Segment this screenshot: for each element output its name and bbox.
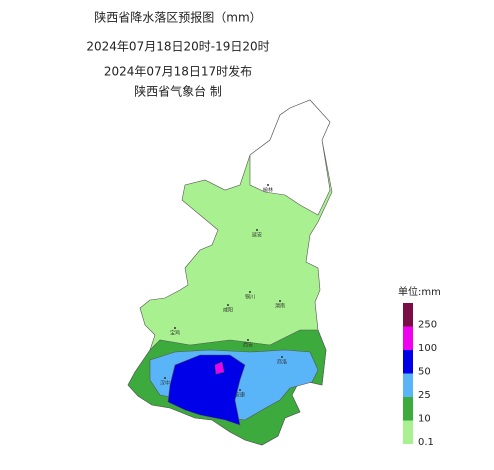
- city-dot: [256, 229, 258, 231]
- legend-label: 10: [418, 414, 431, 425]
- legend-swatch: [403, 420, 413, 444]
- legend: 250 100 50 25 10 0.1: [403, 303, 437, 448]
- issue-time: 2024年07月18日17时发布: [104, 64, 252, 79]
- region-magenta: [214, 361, 225, 375]
- legend-label: 25: [418, 390, 431, 401]
- city-dot: [227, 304, 229, 306]
- city-dot: [249, 291, 251, 293]
- city-dot: [267, 184, 269, 186]
- issuer: 陕西省气象台 制: [134, 84, 222, 99]
- legend-label: 250: [418, 320, 437, 331]
- legend-label: 0.1: [418, 437, 434, 448]
- city-label: 西安: [243, 342, 253, 349]
- legend-label: 50: [418, 367, 431, 378]
- city-label: 延安: [252, 232, 262, 239]
- legend-unit: 单位:mm: [398, 285, 441, 298]
- legend-swatch: [403, 350, 413, 374]
- city-label: 榆林: [263, 187, 273, 194]
- city-dot: [174, 327, 176, 329]
- legend-label: 100: [418, 343, 437, 354]
- city-label: 商洛: [277, 359, 287, 366]
- city-dot: [281, 356, 283, 358]
- city-label: 安康: [235, 392, 245, 399]
- legend-swatch: [403, 397, 413, 421]
- city-dot: [279, 300, 281, 302]
- city-dot: [239, 389, 241, 391]
- region-dry: [249, 99, 331, 216]
- city-dot: [164, 377, 166, 379]
- legend-swatch: [403, 303, 413, 327]
- forecast-period: 2024年07月18日20时-19日20时: [86, 40, 269, 54]
- legend-swatch: [403, 373, 413, 397]
- city-label: 咸阳: [223, 307, 233, 314]
- city-label: 汉中: [160, 380, 170, 387]
- region-blue: [167, 354, 246, 426]
- province-map: [127, 99, 333, 446]
- city-label: 铜川: [245, 294, 255, 301]
- legend-swatch: [403, 326, 413, 350]
- map-title: 陕西省降水落区预报图（mm）: [94, 10, 261, 25]
- city-label: 渭南: [275, 303, 285, 310]
- city-dot: [247, 339, 249, 341]
- city-label: 宝鸡: [170, 330, 180, 337]
